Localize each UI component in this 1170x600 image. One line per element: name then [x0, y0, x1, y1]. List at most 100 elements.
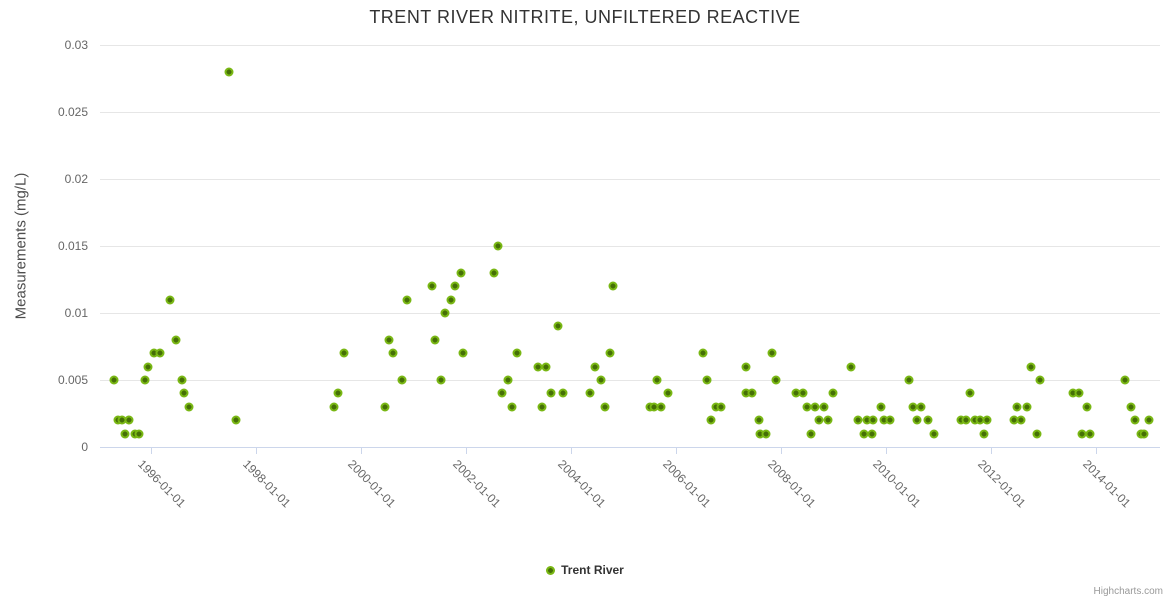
data-point[interactable] — [791, 388, 801, 398]
data-point[interactable] — [1085, 429, 1095, 439]
data-point[interactable] — [810, 402, 820, 412]
data-point[interactable] — [706, 415, 716, 425]
data-point[interactable] — [427, 281, 437, 291]
data-point[interactable] — [767, 348, 777, 358]
data-point[interactable] — [436, 375, 446, 385]
data-point[interactable] — [1016, 415, 1026, 425]
data-point[interactable] — [134, 429, 144, 439]
data-point[interactable] — [814, 415, 824, 425]
data-point[interactable] — [868, 415, 878, 425]
data-point[interactable] — [440, 308, 450, 318]
data-point[interactable] — [754, 415, 764, 425]
data-point[interactable] — [912, 415, 921, 425]
data-point[interactable] — [493, 241, 503, 251]
data-point[interactable] — [1144, 415, 1154, 425]
data-point[interactable] — [862, 415, 872, 425]
data-point[interactable] — [1068, 388, 1078, 398]
data-point[interactable] — [1032, 429, 1042, 439]
data-point[interactable] — [802, 402, 812, 412]
data-point[interactable] — [1077, 429, 1087, 439]
data-point[interactable] — [446, 295, 456, 305]
data-point[interactable] — [124, 415, 134, 425]
data-point[interactable] — [596, 375, 606, 385]
data-point[interactable] — [970, 415, 980, 425]
data-point[interactable] — [876, 402, 886, 412]
data-point[interactable] — [512, 348, 522, 358]
data-point[interactable] — [741, 388, 751, 398]
data-point[interactable] — [982, 415, 992, 425]
data-point[interactable] — [1074, 388, 1084, 398]
data-point[interactable] — [177, 375, 187, 385]
data-point[interactable] — [1026, 362, 1036, 372]
data-point[interactable] — [388, 348, 398, 358]
data-point[interactable] — [585, 388, 595, 398]
data-point[interactable] — [908, 402, 918, 412]
data-point[interactable] — [652, 375, 662, 385]
data-point[interactable] — [885, 415, 895, 425]
data-point[interactable] — [143, 362, 153, 372]
data-point[interactable] — [402, 295, 412, 305]
data-point[interactable] — [380, 402, 390, 412]
data-point[interactable] — [879, 415, 889, 425]
data-point[interactable] — [140, 375, 150, 385]
data-point[interactable] — [702, 375, 712, 385]
data-point[interactable] — [608, 281, 618, 291]
data-point[interactable] — [339, 348, 349, 358]
data-point[interactable] — [975, 415, 985, 425]
data-point[interactable] — [747, 388, 757, 398]
data-point[interactable] — [1012, 402, 1022, 412]
data-point[interactable] — [179, 388, 189, 398]
data-point[interactable] — [819, 402, 829, 412]
data-point[interactable] — [117, 415, 127, 425]
data-point[interactable] — [698, 348, 708, 358]
data-point[interactable] — [1022, 402, 1032, 412]
data-point[interactable] — [231, 415, 241, 425]
data-point[interactable] — [1139, 429, 1149, 439]
data-point[interactable] — [755, 429, 765, 439]
data-point[interactable] — [916, 402, 926, 412]
data-point[interactable] — [859, 429, 868, 439]
data-point[interactable] — [961, 415, 971, 425]
data-point[interactable] — [1126, 402, 1136, 412]
data-point[interactable] — [329, 402, 338, 412]
data-point[interactable] — [553, 321, 563, 331]
data-point[interactable] — [546, 388, 556, 398]
data-point[interactable] — [605, 348, 615, 358]
data-point[interactable] — [1120, 375, 1130, 385]
data-point[interactable] — [798, 388, 808, 398]
data-point[interactable] — [771, 375, 781, 385]
data-point[interactable] — [456, 268, 465, 278]
data-point[interactable] — [384, 335, 394, 345]
data-point[interactable] — [904, 375, 914, 385]
data-point[interactable] — [537, 402, 547, 412]
data-point[interactable] — [430, 335, 440, 345]
data-point[interactable] — [489, 268, 499, 278]
data-point[interactable] — [497, 388, 507, 398]
data-point[interactable] — [1130, 415, 1140, 425]
data-point[interactable] — [828, 388, 838, 398]
data-point[interactable] — [224, 67, 234, 77]
data-point[interactable] — [1035, 375, 1045, 385]
data-point[interactable] — [711, 402, 721, 412]
legend[interactable]: Trent River — [0, 563, 1170, 577]
data-point[interactable] — [761, 429, 771, 439]
data-point[interactable] — [656, 402, 666, 412]
data-point[interactable] — [823, 415, 833, 425]
data-point[interactable] — [929, 429, 939, 439]
data-point[interactable] — [923, 415, 933, 425]
data-point[interactable] — [853, 415, 863, 425]
data-point[interactable] — [333, 388, 343, 398]
data-point[interactable] — [600, 402, 610, 412]
data-point[interactable] — [558, 388, 568, 398]
data-point[interactable] — [507, 402, 517, 412]
data-point[interactable] — [846, 362, 856, 372]
data-point[interactable] — [741, 362, 751, 372]
data-point[interactable] — [109, 375, 119, 385]
data-point[interactable] — [165, 295, 175, 305]
data-point[interactable] — [184, 402, 194, 412]
data-point[interactable] — [503, 375, 513, 385]
data-point[interactable] — [590, 362, 600, 372]
data-point[interactable] — [1082, 402, 1092, 412]
data-point[interactable] — [155, 348, 165, 358]
data-point[interactable] — [649, 402, 659, 412]
